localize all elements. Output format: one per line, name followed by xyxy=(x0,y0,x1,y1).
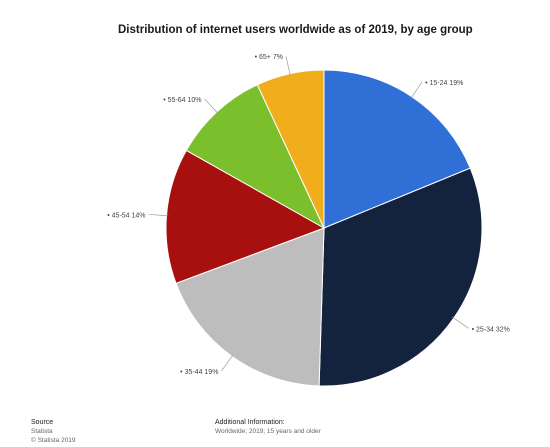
source-title: Source xyxy=(31,419,54,426)
leader-line-15-24 xyxy=(410,81,423,99)
data-label-15-24: • 15-24 19% xyxy=(425,80,463,87)
data-label-55-64: • 55-64 10% xyxy=(163,97,201,104)
additional-info-line: Worldwide; 2019; 15 years and older xyxy=(215,428,321,435)
source-line-1: Statista xyxy=(31,428,53,435)
additional-info-block: Additional Information: Worldwide; 2019;… xyxy=(215,418,321,436)
data-label-35-44: • 35-44 19% xyxy=(180,369,218,376)
data-label-25-34: • 25-34 32% xyxy=(472,326,510,333)
source-block: Source Statista © Statista 2019 xyxy=(31,418,76,445)
chart-title: Distribution of internet users worldwide… xyxy=(118,24,473,36)
source-line-2: © Statista 2019 xyxy=(31,437,76,444)
leader-line-35-44 xyxy=(221,354,234,372)
additional-info-title: Additional Information: xyxy=(215,419,285,426)
data-label-45-54: • 45-54 14% xyxy=(107,212,145,219)
data-label-65plus: • 65+ 7% xyxy=(255,54,283,61)
leader-line-25-34 xyxy=(451,316,469,329)
leader-line-45-54 xyxy=(148,213,169,217)
leader-line-65plus xyxy=(285,56,291,76)
leader-line-55-64 xyxy=(204,98,219,114)
